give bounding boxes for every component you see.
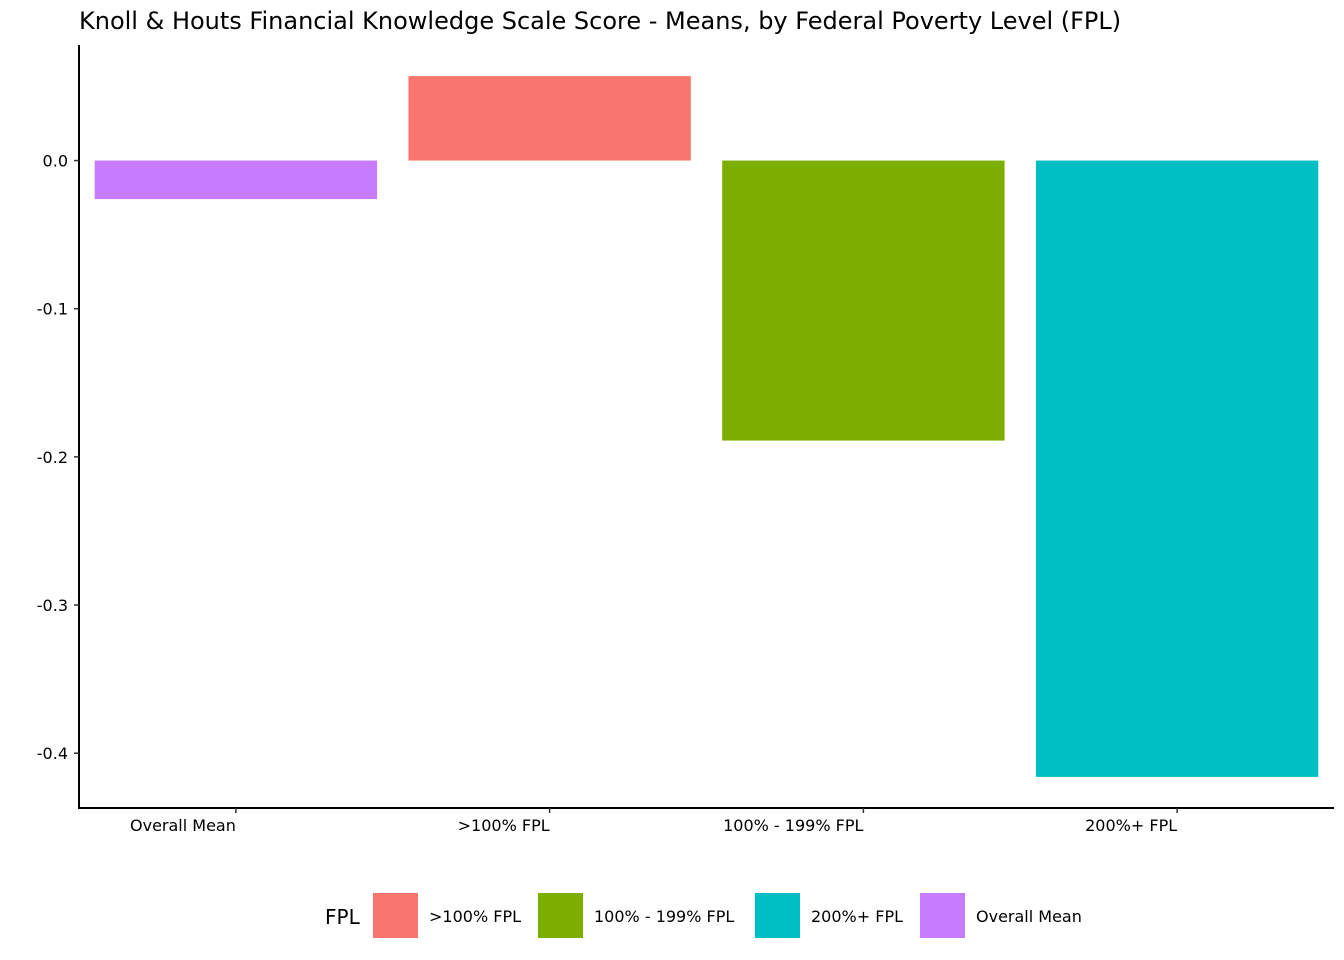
x-tick-label: 200%+ FPL bbox=[1085, 816, 1177, 835]
legend-key-2 bbox=[755, 893, 800, 938]
bar-2 bbox=[722, 160, 1005, 441]
legend-label: 100% - 199% FPL bbox=[594, 907, 734, 926]
bar-3 bbox=[1035, 160, 1319, 777]
legend-key-0 bbox=[373, 893, 418, 938]
y-tick-label: -0.4 bbox=[37, 744, 68, 763]
y-tick-label: 0.0 bbox=[43, 152, 68, 171]
bars-layer bbox=[94, 76, 1319, 777]
legend-key-1 bbox=[538, 893, 583, 938]
legend-label: 200%+ FPL bbox=[811, 907, 903, 926]
legend-label: >100% FPL bbox=[429, 907, 521, 926]
bar-1 bbox=[408, 76, 691, 161]
y-tick-label: -0.1 bbox=[37, 300, 68, 319]
legend-title: FPL bbox=[325, 905, 361, 929]
legend-label: Overall Mean bbox=[976, 907, 1082, 926]
chart-title: Knoll & Houts Financial Knowledge Scale … bbox=[79, 7, 1121, 35]
axes-layer: 0.0 -0.1 -0.2 -0.3 -0.4 Overall Mean >100% FPL… bbox=[37, 45, 1334, 835]
legend-layer: FPL >100% FPL 100% - 199% FPL 200%+ FPL Over… bbox=[325, 893, 1082, 938]
bar-0 bbox=[94, 160, 378, 200]
y-tick-label: -0.2 bbox=[37, 448, 68, 467]
x-tick-label: Overall Mean bbox=[130, 816, 236, 835]
y-tick-label: -0.3 bbox=[37, 596, 68, 615]
legend-key-3 bbox=[920, 893, 965, 938]
x-tick-label: >100% FPL bbox=[458, 816, 550, 835]
x-tick-label: 100% - 199% FPL bbox=[723, 816, 863, 835]
